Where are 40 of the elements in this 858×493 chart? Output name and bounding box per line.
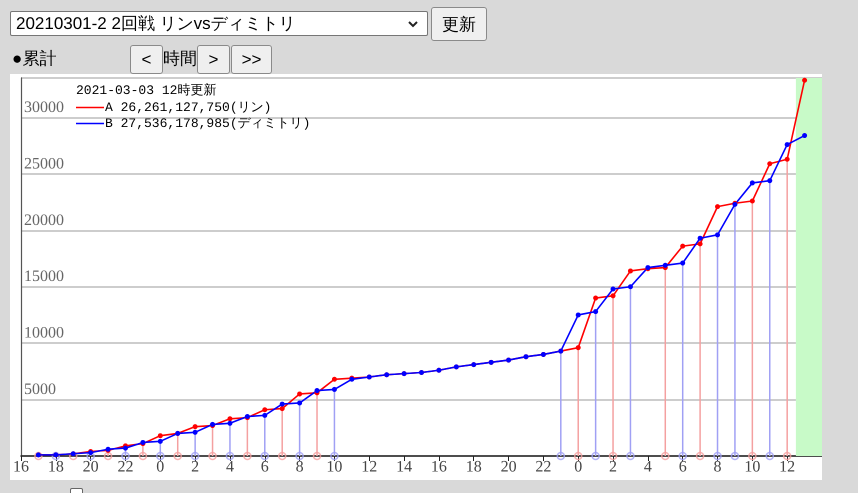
- y-tick-label: 5000: [24, 381, 56, 398]
- x-tick-label: 10: [326, 458, 342, 476]
- button: <: [130, 45, 163, 74]
- x-tick-label: 12: [779, 458, 796, 476]
- x-tick-label: 18: [48, 458, 64, 476]
- legend-label: A 26,261,127,750(リン): [105, 100, 272, 115]
- button: >: [197, 45, 230, 74]
- x-tick-label: 4: [226, 458, 234, 476]
- chart-title: 20210301-2 2回戦 リンvsディミトリ: [16, 14, 296, 33]
- x-tick-label: 12: [361, 458, 378, 476]
- y-tick-label: 15000: [24, 268, 64, 286]
- x-tick-label: 16: [13, 458, 29, 476]
- button: >>: [231, 45, 272, 74]
- y-tick-label: 10000: [24, 324, 64, 342]
- x-tick-label: 22: [117, 458, 134, 476]
- y-tick-label: 30000: [24, 98, 64, 116]
- x-tick-label: 20: [82, 458, 99, 476]
- x-tick-label: 10: [744, 458, 760, 476]
- x-tick-label: 6: [260, 458, 269, 476]
- text: ●累計: [12, 48, 56, 70]
- x-tick-label: 0: [574, 458, 582, 476]
- button: 更新: [431, 7, 487, 41]
- x-tick-label: 6: [678, 458, 687, 476]
- x-tick-label: 18: [466, 458, 482, 476]
- y-tick-label: 25000: [24, 155, 64, 172]
- dropdown-field: 20210301-2 2回戦 リンvsディミトリ: [10, 11, 428, 36]
- x-tick-label: 20: [500, 458, 517, 476]
- legend-label: B 27,536,178,985(ディミトリ): [105, 116, 310, 131]
- x-tick-label: 4: [644, 458, 652, 476]
- x-tick-label: 8: [296, 458, 304, 476]
- x-tick-label: 2: [191, 458, 200, 476]
- y-tick-label: 20000: [24, 212, 64, 229]
- x-tick-label: 16: [430, 458, 447, 476]
- x-tick-label: 8: [714, 458, 722, 476]
- x-tick-label: 2: [609, 458, 618, 476]
- text: 時間: [163, 48, 197, 70]
- x-tick-label: 22: [535, 458, 552, 476]
- x-tick-label: 0: [156, 458, 164, 476]
- x-tick-label: 14: [396, 458, 412, 476]
- chart-subtitle: 2021-03-03 12時更新: [76, 83, 216, 98]
